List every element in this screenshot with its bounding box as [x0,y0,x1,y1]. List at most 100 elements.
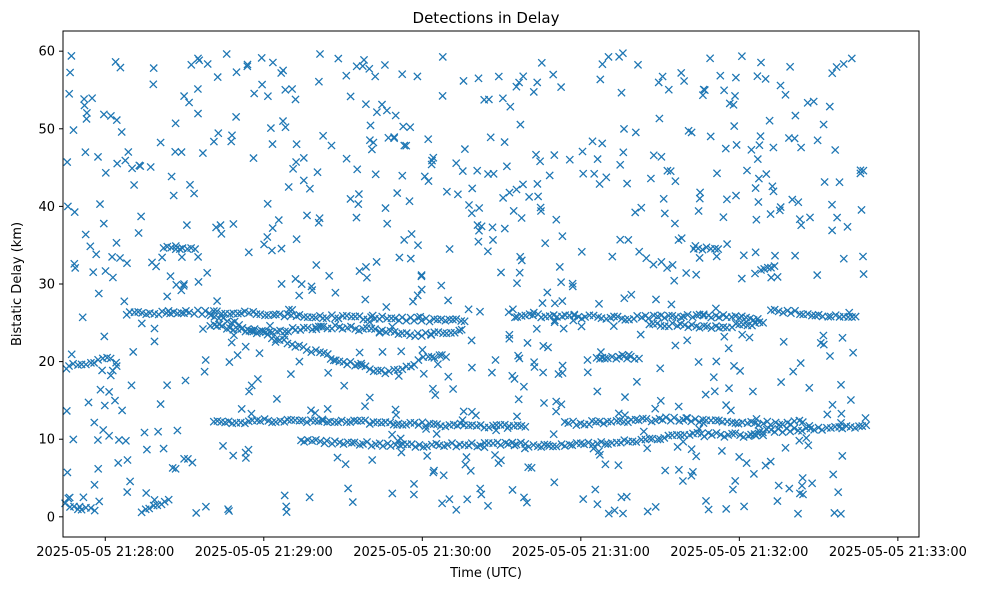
data-point [307,282,316,291]
y-tick-label: 50 [38,122,55,137]
data-point [444,296,453,305]
data-point [334,54,343,63]
data-point [260,311,270,320]
data-point [660,313,669,322]
data-point [738,330,747,339]
data-point [557,278,566,287]
data-point [369,138,378,147]
data-point [790,424,799,433]
data-point [378,347,387,356]
data-point [617,88,626,97]
data-point [779,337,788,346]
data-point [819,120,828,129]
data-point [268,224,277,233]
data-point [171,464,180,473]
data-point [167,172,176,181]
data-point [331,288,340,297]
data-point [838,451,847,460]
data-point [150,324,159,333]
data-point [295,357,304,366]
data-point [413,241,423,250]
data-point [214,129,223,138]
data-point [579,495,588,504]
data-point [160,497,169,506]
data-point [604,509,613,518]
data-point [105,431,114,440]
data-point [609,312,619,321]
x-tick-label: 2025-05-05 21:29:00 [195,545,333,560]
data-point [444,372,453,381]
data-point [423,451,432,460]
data-point [313,168,322,177]
data-point [388,489,397,498]
data-point [829,470,838,479]
data-point [687,445,696,454]
y-axis-ticks: 0 10 20 30 40 50 60 [38,45,63,525]
data-point [105,387,114,396]
data-point [781,443,790,452]
data-point [430,353,439,362]
data-point [82,114,91,123]
data-point [377,366,386,375]
data-point [565,440,574,449]
data-point [342,71,351,80]
data-point [512,412,522,421]
data-point [437,281,446,290]
data-point [724,384,734,393]
data-point [502,162,511,171]
data-point [712,169,722,178]
data-point [593,387,602,396]
data-point [786,309,795,318]
data-point [263,92,272,101]
data-point [572,421,581,430]
data-point [457,316,466,326]
data-point [101,266,110,276]
data-point [114,458,123,467]
data-point [458,167,467,176]
data-point [770,262,779,271]
data-point [179,281,188,290]
data-point [323,418,332,427]
data-point [405,197,414,206]
data-point [499,193,508,202]
data-point [827,200,837,209]
data-point [716,430,725,439]
data-point [229,451,238,460]
data-point [298,416,307,425]
data-point [166,272,175,281]
data-point [539,341,548,350]
data-point [318,416,327,425]
data-point [128,164,137,173]
data-point [761,461,770,470]
data-point [519,382,528,391]
data-point [525,192,534,201]
data-point [458,416,467,425]
data-point [433,360,442,369]
data-point [836,380,846,389]
data-point [797,426,807,435]
data-point [418,345,427,354]
data-point [593,155,602,164]
data-point [825,102,834,111]
data-point [113,159,122,168]
data-point [601,439,610,449]
data-point [359,55,369,64]
data-point [388,322,397,331]
data-point [590,169,599,178]
data-point [232,68,241,77]
data-point [230,317,239,326]
data-point [656,396,665,405]
data-point [391,111,400,120]
data-point [624,235,633,244]
data-point [277,279,286,288]
data-point [257,53,266,62]
data-point [402,141,411,150]
data-point [847,54,856,63]
data-point [688,313,697,322]
data-point [342,418,351,427]
data-point [517,256,526,265]
data-point [346,92,355,101]
data-point [631,415,640,424]
data-point [755,141,764,150]
data-point [378,441,387,451]
